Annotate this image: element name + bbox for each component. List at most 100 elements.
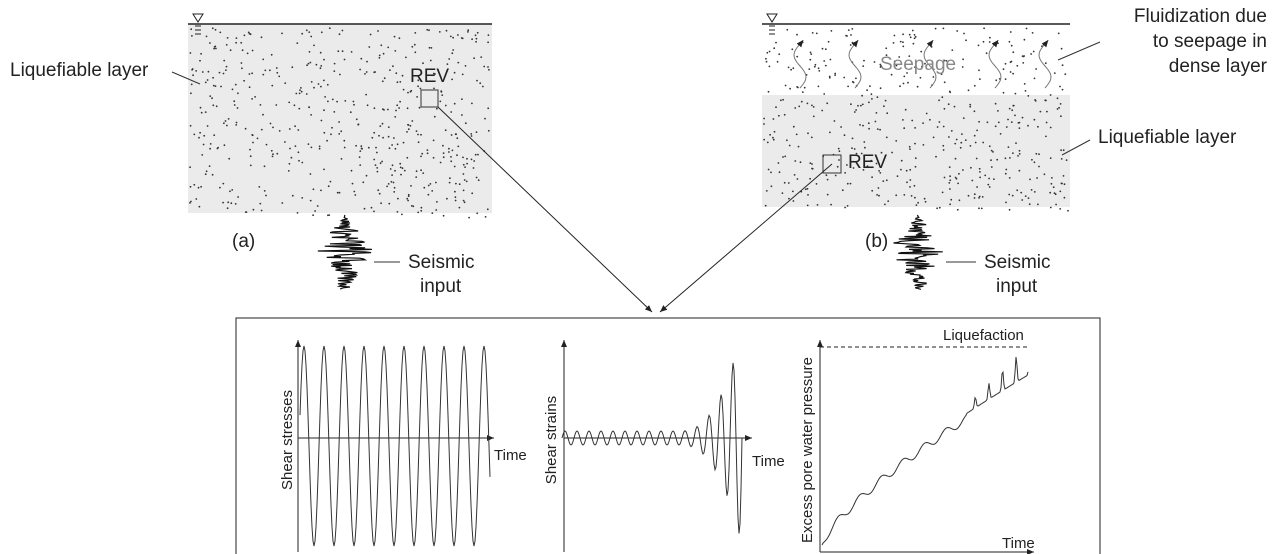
grain xyxy=(475,37,478,40)
grain xyxy=(978,197,980,199)
grain xyxy=(914,196,916,199)
grain xyxy=(415,170,418,173)
grain xyxy=(209,147,212,150)
grain xyxy=(208,165,211,168)
grain xyxy=(227,118,230,120)
grain xyxy=(1053,72,1056,74)
grain xyxy=(763,117,765,120)
grain xyxy=(787,66,790,69)
grain xyxy=(357,123,360,126)
grain xyxy=(269,69,271,72)
grain xyxy=(263,165,266,168)
grain xyxy=(387,46,390,49)
grain xyxy=(1060,149,1062,152)
grain xyxy=(312,188,315,191)
grain xyxy=(315,63,318,66)
grain xyxy=(200,185,203,188)
grain xyxy=(830,30,833,32)
rev-box xyxy=(420,89,439,108)
grain xyxy=(464,65,467,67)
water-table-symbol xyxy=(192,13,204,35)
grain xyxy=(223,122,225,125)
grain xyxy=(226,207,229,210)
grain xyxy=(402,88,405,91)
grain xyxy=(294,125,296,128)
grain xyxy=(420,169,422,172)
grain xyxy=(449,177,451,180)
grain xyxy=(399,162,402,165)
grain xyxy=(195,70,198,72)
grain xyxy=(1027,95,1030,97)
grain xyxy=(895,64,898,67)
grain xyxy=(947,103,950,106)
grain xyxy=(1012,51,1015,54)
grain xyxy=(228,157,231,160)
grain xyxy=(804,188,807,191)
grain xyxy=(323,58,325,61)
grain xyxy=(364,73,366,75)
grain xyxy=(235,124,238,126)
grain xyxy=(826,102,829,105)
grain xyxy=(461,114,463,116)
grain xyxy=(458,183,461,186)
grain xyxy=(873,61,876,63)
grain xyxy=(1049,126,1052,129)
grain xyxy=(948,166,951,169)
grain xyxy=(778,171,781,174)
grain xyxy=(801,91,804,93)
grain xyxy=(422,172,425,175)
grain xyxy=(899,40,902,43)
grain xyxy=(815,183,818,185)
grain xyxy=(915,204,918,207)
grain xyxy=(809,58,812,61)
grain xyxy=(406,197,409,200)
grain xyxy=(961,133,963,136)
grain xyxy=(765,60,768,63)
grain xyxy=(189,185,192,188)
grain xyxy=(448,147,450,150)
grain xyxy=(396,211,399,213)
grain xyxy=(373,158,376,161)
grain xyxy=(476,212,479,215)
grain xyxy=(806,187,809,190)
grain xyxy=(426,149,429,152)
grain xyxy=(409,124,412,127)
grain xyxy=(470,133,473,135)
grain xyxy=(396,143,399,146)
grain xyxy=(828,76,831,79)
grain xyxy=(829,58,832,61)
grain xyxy=(400,173,402,176)
grain xyxy=(1063,196,1066,199)
grain xyxy=(791,48,794,51)
grain xyxy=(433,115,436,118)
grain xyxy=(344,100,347,102)
grain xyxy=(821,109,824,112)
grain xyxy=(919,76,922,79)
grain xyxy=(389,168,392,170)
grain xyxy=(988,177,990,180)
grain xyxy=(365,93,367,96)
grain xyxy=(452,36,454,39)
grain xyxy=(222,72,225,75)
grain xyxy=(398,107,400,109)
grain xyxy=(923,197,926,200)
grain xyxy=(314,210,316,212)
grain xyxy=(965,39,967,42)
grain xyxy=(1052,186,1055,189)
grain xyxy=(393,186,396,189)
grain xyxy=(430,47,433,49)
grain xyxy=(487,34,490,36)
grain xyxy=(263,190,266,192)
grain xyxy=(290,156,293,159)
grain xyxy=(461,98,463,100)
grain xyxy=(959,146,962,149)
grain xyxy=(442,156,445,159)
grain xyxy=(343,58,346,61)
grain xyxy=(893,34,896,37)
grain xyxy=(393,35,396,38)
grain xyxy=(868,101,870,104)
grain xyxy=(790,68,792,71)
grain xyxy=(1005,168,1008,171)
grain xyxy=(374,164,377,167)
grain xyxy=(390,180,393,183)
